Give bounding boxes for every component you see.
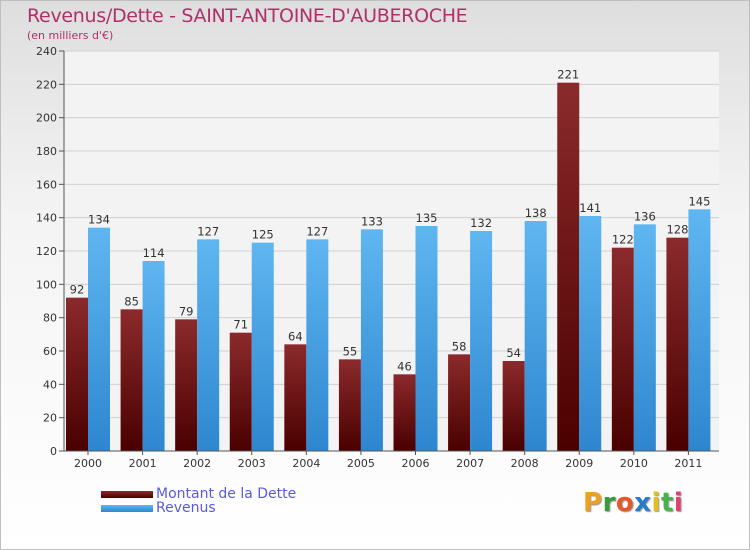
legend: Montant de la Dette Revenus [101,486,297,516]
logo-letter: r [602,488,616,518]
bar-revenus [142,261,165,451]
logo-letter: t [660,488,674,518]
data-label: 125 [252,228,274,242]
y-tick-label: 20 [43,412,57,425]
logo-letter: i [673,488,684,518]
data-label: 92 [70,283,85,297]
bar-revenus [415,226,438,451]
bar-dette [229,332,252,451]
data-label: 134 [88,213,110,227]
bar-dette [557,82,580,452]
bar-dette [66,297,88,451]
y-tick-label: 200 [36,112,57,125]
data-label: 79 [179,304,194,318]
data-label: 46 [397,359,412,373]
x-tick-label: 2008 [511,457,539,470]
legend-label-revenus: Revenus [156,500,216,516]
y-tick-label: 140 [36,212,57,225]
bar-revenus [633,224,656,451]
chart-subtitle: (en milliers d'€) [27,29,114,42]
data-label: 136 [634,209,656,223]
bar-revenus [524,221,547,451]
x-tick-label: 2011 [674,457,702,470]
bar-dette [666,237,689,451]
data-label: 133 [361,214,383,228]
logo-letter: P [583,488,603,518]
data-label: 71 [233,318,248,332]
x-tick-label: 2002 [183,457,211,470]
legend-swatch-revenus [101,504,153,512]
y-tick-label: 60 [43,345,57,358]
bar-dette [120,309,143,451]
logo-letter: i [651,488,661,518]
logo-letter: o [615,488,635,518]
x-tick-label: 2003 [238,457,266,470]
x-axis: 2000 2001 2002 2003 2004 2005 2006 2007 2008 2009… [64,450,719,470]
y-tick-label: 180 [36,145,57,158]
bar-dette [175,319,198,451]
data-label: 128 [666,223,688,237]
x-tick-label: 2004 [292,457,320,470]
y-tick-label: 80 [43,312,57,325]
y-tick-label: 240 [36,45,57,58]
x-tick-label: 2000 [74,457,102,470]
bar-revenus [470,231,493,451]
data-label: 64 [288,329,303,343]
bar-dette [338,359,361,451]
x-tick-label: 2010 [620,457,648,470]
bar-revenus [306,239,329,451]
data-label: 127 [197,224,219,238]
data-label: 54 [506,346,521,360]
data-label: 122 [612,233,634,247]
bar-revenus [579,216,602,451]
chart-title: Revenus/Dette - SAINT-ANTOINE-D'AUBEROCH… [27,5,468,27]
data-label: 132 [470,216,492,230]
y-tick-label: 40 [43,378,57,391]
bar-dette [284,344,307,451]
bar-chart: 0 20 40 60 80 100 120 140 160 180 200 220 240 92 134 8… [36,45,719,470]
grid-lines [64,50,719,452]
bar-dette [611,247,634,451]
data-label: 85 [124,294,139,308]
y-axis: 0 20 40 60 80 100 120 140 160 180 200 220 240 [36,45,65,458]
data-label: 127 [306,224,328,238]
data-label: 55 [343,344,358,358]
data-label: 221 [557,68,579,82]
bar-dette [393,374,416,451]
bar-revenus [197,239,220,451]
data-label: 138 [525,206,547,220]
data-labels: 92 134 85 114 79 127 71 125 64 127 55 133 46 135 58 132… [70,68,711,374]
bar-revenus [360,229,383,451]
y-tick-label: 160 [36,178,57,191]
data-label: 135 [416,211,438,225]
x-tick-label: 2009 [565,457,593,470]
bars [66,82,711,452]
bar-revenus [88,227,110,451]
data-label: 141 [579,201,601,215]
data-label: 114 [143,246,165,260]
logo-letter: x [634,488,652,518]
bar-dette [502,361,525,451]
data-label: 58 [452,339,467,353]
legend-item-dette: Montant de la Dette [101,486,297,502]
bar-dette [448,354,471,451]
legend-swatch-dette [101,490,153,498]
bar-revenus [688,209,711,451]
data-label: 145 [688,194,710,208]
x-tick-label: 2001 [129,457,157,470]
y-tick-label: 220 [36,78,57,91]
x-tick-label: 2005 [347,457,375,470]
x-tick-label: 2007 [456,457,484,470]
legend-label-dette: Montant de la Dette [156,486,297,502]
proxiti-logo: Proxiti [583,488,683,518]
y-tick-label: 0 [50,445,57,458]
bar-revenus [251,242,274,451]
x-tick-label: 2006 [402,457,430,470]
legend-item-revenus: Revenus [101,500,296,516]
y-tick-label: 100 [36,278,57,291]
y-tick-label: 120 [36,245,57,258]
